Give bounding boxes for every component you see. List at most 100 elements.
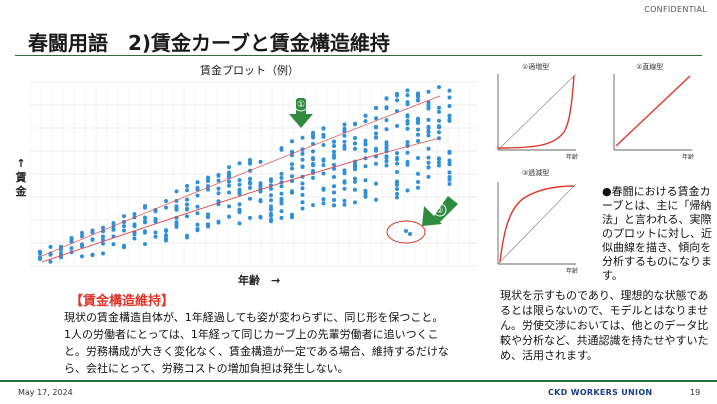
scatter-point (342, 146, 347, 151)
scatter-point (195, 211, 200, 216)
scatter-points (38, 85, 452, 264)
scatter-point (143, 220, 147, 225)
scatter-point (447, 182, 452, 186)
scatter-point (132, 236, 137, 241)
scatter-point (416, 171, 420, 176)
scatter-point (321, 163, 326, 168)
scatter-point (258, 215, 263, 220)
scatter-point (185, 214, 189, 219)
scatter-point (332, 184, 336, 189)
scatter-point (300, 157, 305, 162)
scatter-point (269, 186, 273, 191)
scatter-point (227, 183, 231, 188)
scatter-point (342, 168, 347, 173)
title-divider (15, 55, 702, 56)
scatter-point (405, 88, 410, 93)
scatter-point (195, 180, 200, 185)
mini-chart-1-reference (497, 73, 577, 151)
scatter-point (153, 230, 158, 235)
scatter-point (384, 118, 389, 123)
mini-chart-3-reference (497, 183, 577, 265)
scatter-point (395, 123, 399, 128)
mini-chart-3-title: ③逓減型 (522, 169, 550, 177)
scatter-y-label: ↑ 賃 金 (14, 157, 28, 199)
scatter-point (90, 252, 95, 257)
scatter-point (248, 181, 252, 186)
scatter-point (395, 161, 399, 166)
scatter-point (237, 221, 242, 226)
scatter-point (279, 196, 284, 201)
scatter-point (185, 202, 189, 207)
mini-chart-1: ①適増型 年齢 (484, 62, 594, 162)
scatter-point (332, 162, 336, 167)
scatter-point (342, 133, 347, 138)
mini-chart-1-xlabel: 年齢 (566, 154, 579, 161)
scatter-point (384, 140, 389, 145)
scatter-point (300, 186, 305, 191)
scatter-point (206, 175, 210, 180)
scatter-point (447, 158, 452, 163)
scatter-point (374, 161, 378, 166)
scatter-point (69, 246, 74, 251)
scatter-point (195, 228, 200, 233)
wage-scatter-plot: ① ② (30, 81, 478, 267)
scatter-point (248, 185, 252, 190)
scatter-point (237, 182, 242, 187)
scatter-point (332, 149, 336, 154)
scatter-point (342, 202, 347, 207)
scatter-point (353, 200, 357, 205)
scatter-point (269, 219, 273, 224)
scatter-point (353, 187, 357, 192)
scatter-y-label-text: ↑ 賃 金 (15, 157, 27, 198)
scatter-point (363, 141, 368, 146)
scatter-point (405, 114, 410, 119)
scatter-point (216, 191, 221, 196)
scatter-point (426, 133, 431, 138)
scatter-point (332, 166, 336, 171)
scatter-point (143, 229, 147, 234)
scatter-point (248, 215, 252, 220)
marker-1-badge (293, 96, 309, 112)
scatter-point (426, 160, 431, 165)
marker-1-arrow: ① (289, 96, 313, 128)
scatter-point (374, 131, 378, 136)
scatter-point (290, 174, 294, 179)
scatter-point (426, 146, 431, 151)
scatter-point (279, 175, 284, 180)
scatter-point (269, 198, 273, 203)
scatter-point (363, 113, 368, 118)
scatter-point (48, 259, 53, 264)
scatter-point (447, 113, 452, 118)
scatter-point (101, 234, 105, 239)
scatter-point (269, 213, 273, 218)
scatter-point (164, 236, 168, 241)
footer-org: CKD WORKERS UNION (548, 388, 653, 397)
box-heading: 【賃金構造維持】 (70, 294, 175, 309)
scatter-point (227, 179, 231, 184)
scatter-point (321, 171, 326, 176)
scatter-point (416, 139, 420, 143)
scatter-point (405, 100, 410, 105)
scatter-point (374, 124, 378, 129)
scatter-point (279, 201, 284, 206)
scatter-point (311, 175, 315, 180)
scatter-point (395, 98, 399, 103)
scatter-point (311, 156, 315, 160)
scatter-point (395, 187, 399, 191)
scatter-point (405, 140, 410, 145)
mini-chart-3-plot (497, 182, 577, 265)
scatter-point (279, 191, 284, 196)
scatter-point (269, 204, 273, 209)
scatter-point (111, 242, 116, 247)
scatter-point (90, 230, 95, 235)
scatter-point (416, 98, 420, 103)
scatter-point (174, 189, 179, 194)
scatter-point (122, 243, 126, 248)
scatter-point (185, 235, 189, 240)
mini-chart-2-curve (615, 75, 691, 147)
scatter-point (363, 191, 368, 196)
scatter-point (300, 192, 305, 197)
scatter-point (290, 139, 294, 144)
scatter-point (69, 238, 74, 242)
scatter-point (437, 156, 441, 161)
